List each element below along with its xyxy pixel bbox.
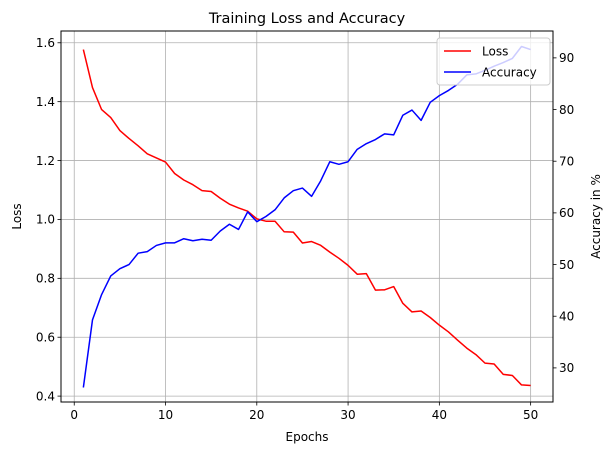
x-axis: 0 10 20 30 40 50	[70, 402, 538, 422]
series-layer	[82, 45, 531, 388]
y-left-tick-label: 0.6	[36, 331, 55, 345]
series-line-accuracy	[82, 45, 531, 388]
x-tick-label: 50	[523, 408, 538, 422]
y-left-tick-label: 1.2	[36, 154, 55, 168]
y-left-tick-label: 1.6	[36, 36, 55, 50]
series-line-loss	[82, 49, 531, 387]
y-right-tick-label: 50	[559, 258, 574, 272]
y-left-tick-label: 1.4	[36, 95, 55, 109]
grid	[61, 31, 553, 402]
y-right-tick-label: 60	[559, 206, 574, 220]
x-tick-label: 20	[249, 408, 264, 422]
y-axis-left-label: Loss	[10, 203, 24, 229]
x-tick-label: 0	[70, 408, 78, 422]
x-tick-label: 10	[158, 408, 173, 422]
legend-label-loss: Loss	[482, 44, 508, 58]
y-left-tick-label: 1.0	[36, 213, 55, 227]
y-left-tick-label: 0.4	[36, 389, 55, 403]
x-axis-label: Epochs	[286, 430, 329, 444]
y-left-tick-label: 0.8	[36, 272, 55, 286]
y-axis-right: 30 40 50 60 70 80 90	[553, 51, 574, 375]
y-right-tick-label: 90	[559, 51, 574, 65]
legend-box	[436, 37, 551, 86]
y-axis-right-label: Accuracy in %	[589, 174, 603, 259]
x-tick-label: 30	[340, 408, 355, 422]
y-right-tick-label: 40	[559, 310, 574, 324]
x-tick-label: 40	[432, 408, 447, 422]
legend-label-accuracy: Accuracy	[482, 65, 537, 79]
legend: Loss Accuracy	[436, 37, 551, 86]
chart-title: Training Loss and Accuracy	[208, 11, 406, 27]
y-axis-left: 0.4 0.6 0.8 1.0 1.2 1.4 1.6	[36, 36, 61, 403]
y-right-tick-label: 30	[559, 361, 574, 375]
y-right-tick-label: 70	[559, 155, 574, 169]
y-right-tick-label: 80	[559, 103, 574, 117]
plot-frame	[60, 30, 554, 403]
